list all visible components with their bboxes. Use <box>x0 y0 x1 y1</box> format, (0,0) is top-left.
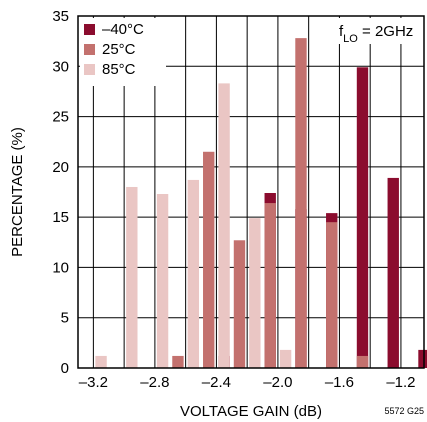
annotation-rest: = 2GHz <box>358 23 413 40</box>
histogram-bar <box>356 67 369 368</box>
x-tick-label: –1.2 <box>386 374 415 391</box>
x-tick-label: –3.2 <box>79 374 108 391</box>
figure-code: 5572 G25 <box>384 406 424 416</box>
y-tick-labels: 0 5 10 15 20 25 30 35 <box>52 8 69 377</box>
histogram-bar <box>218 83 230 368</box>
y-tick-label: 35 <box>52 8 69 25</box>
histogram-bar <box>172 355 184 368</box>
y-tick-label: 10 <box>52 259 69 276</box>
y-tick-label: 0 <box>61 360 69 377</box>
histogram-bar <box>187 179 200 368</box>
y-tick-label: 20 <box>52 159 69 176</box>
annotation-main: f <box>339 23 344 40</box>
x-tick-label: –2.4 <box>202 374 231 391</box>
histogram-bar <box>203 151 215 368</box>
histogram-bar <box>233 240 246 368</box>
histogram-bar <box>356 355 369 368</box>
histogram-bar <box>249 218 261 368</box>
bars <box>95 38 427 369</box>
histogram-bar <box>418 349 427 368</box>
histogram-bar <box>126 186 138 368</box>
legend-swatch <box>84 44 95 55</box>
x-axis-title: VOLTAGE GAIN (dB) <box>180 403 322 420</box>
legend: –40°C 25°C 85°C <box>80 18 166 86</box>
annotation-text: fLO = 2GHz <box>339 23 413 45</box>
y-axis-title: PERCENTAGE (%) <box>9 127 26 257</box>
legend-label: 25°C <box>102 41 136 58</box>
plot-frame <box>77 15 425 369</box>
histogram-bar <box>264 203 276 368</box>
x-tick-label: –2.0 <box>263 374 292 391</box>
histogram-bar <box>156 194 169 368</box>
histogram-bar <box>279 349 292 368</box>
y-tick-label: 30 <box>52 58 69 75</box>
annotation-sub: LO <box>343 33 358 45</box>
legend-label: 85°C <box>102 61 136 78</box>
legend-swatch <box>84 64 95 75</box>
legend-swatch <box>84 24 95 35</box>
y-tick-label: 15 <box>52 209 69 226</box>
histogram-bar <box>95 355 107 368</box>
x-tick-label: –1.6 <box>325 374 354 391</box>
x-tick-labels: –3.2 –2.8 –2.4 –2.0 –1.6 –1.2 <box>79 374 416 391</box>
frequency-annotation: fLO = 2GHz <box>334 18 422 45</box>
histogram-bar <box>387 177 399 368</box>
y-tick-label: 5 <box>61 310 69 327</box>
y-tick-label: 25 <box>52 109 69 126</box>
histogram-bar <box>295 38 307 369</box>
legend-label: –40°C <box>102 21 144 38</box>
histogram-bar <box>326 222 338 368</box>
annotation-background <box>334 18 422 44</box>
x-tick-label: –2.8 <box>140 374 169 391</box>
